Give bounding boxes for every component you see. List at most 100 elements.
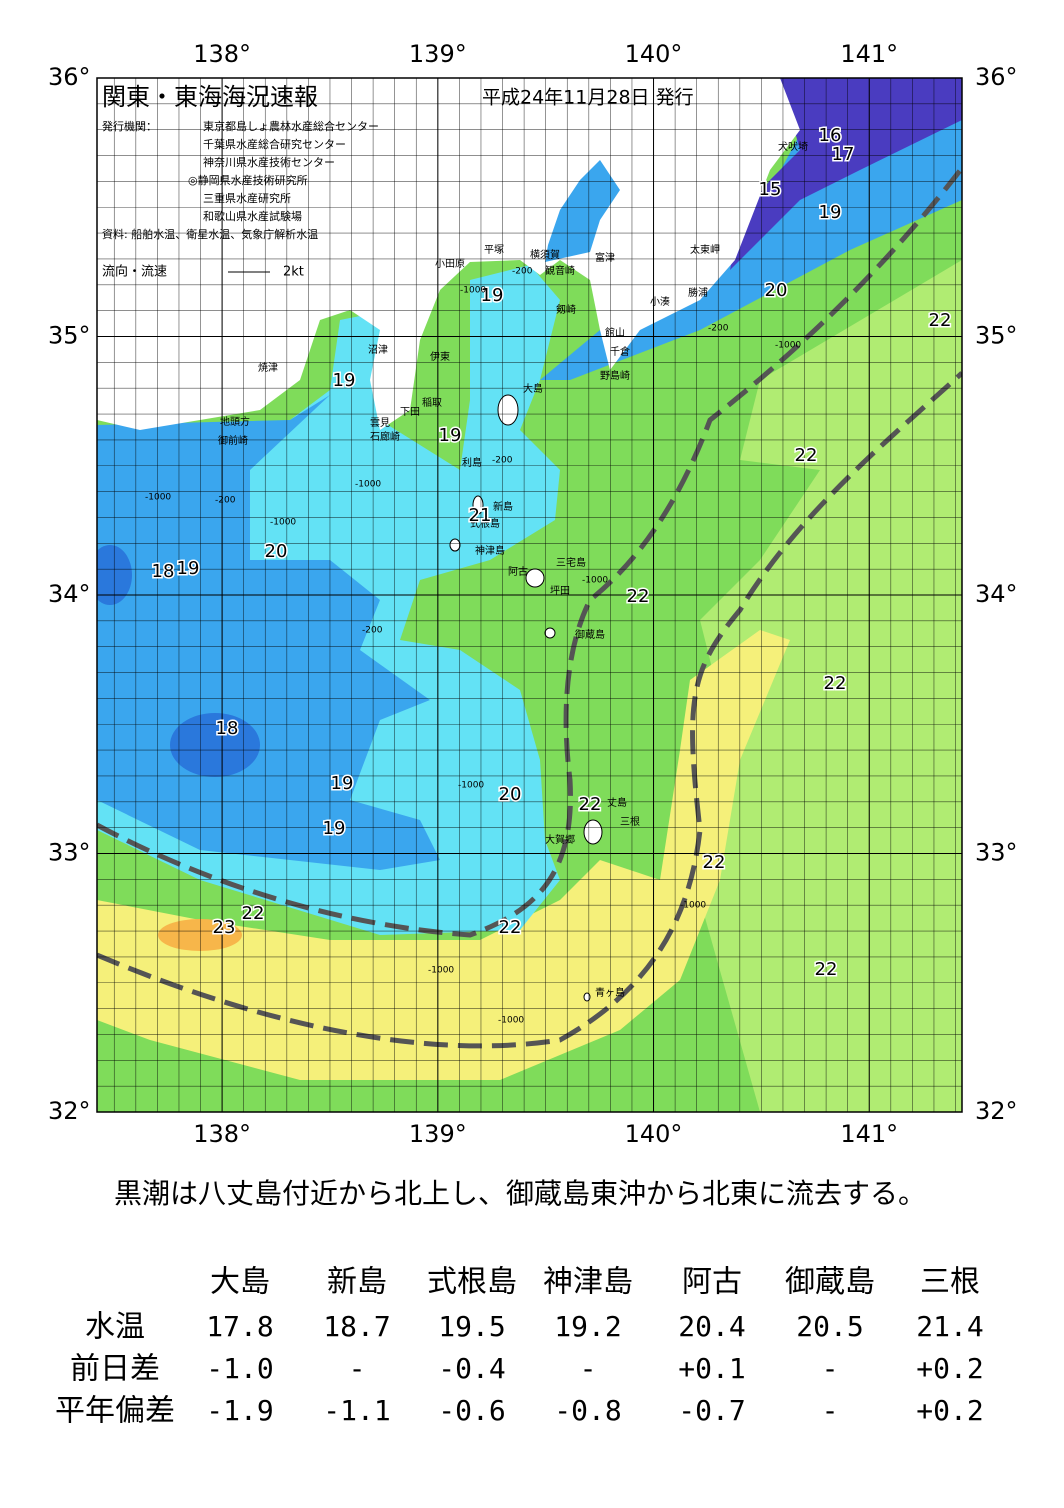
place-name: 焼津 xyxy=(258,362,278,374)
contour-label: 15 xyxy=(759,179,782,200)
contour-label: 22 xyxy=(795,445,818,466)
issuer: 千葉県水産総合研究センター xyxy=(203,137,346,151)
place-name: 御蔵島 xyxy=(575,628,605,641)
contour-label: 20 xyxy=(499,784,522,805)
depth-label: -200 xyxy=(215,496,236,506)
contour-label: 17 xyxy=(832,144,855,165)
place-name: 稲取 xyxy=(422,397,442,409)
contour-label: 19 xyxy=(439,425,462,446)
depth-label: -1000 xyxy=(458,781,484,791)
contour-label: 21 xyxy=(469,505,492,526)
depth-label: -200 xyxy=(512,267,533,277)
place-name: 観音崎 xyxy=(545,264,575,277)
table-cell: 17.8 xyxy=(206,1310,273,1343)
row-label: 水温 xyxy=(85,1310,145,1345)
sea-colors xyxy=(97,78,962,1112)
place-name: 三根 xyxy=(620,815,640,828)
contour-label: 22 xyxy=(627,586,650,607)
table-header: 神津島 xyxy=(543,1265,633,1300)
contour-label: 22 xyxy=(242,903,265,924)
table-cell: +0.2 xyxy=(916,1394,983,1427)
lon-tick-label: 139° xyxy=(409,40,467,68)
lon-tick-label: 140° xyxy=(625,1120,683,1148)
row-label: 平年偏差 xyxy=(55,1394,175,1429)
table-cell: -1.1 xyxy=(323,1394,390,1427)
lat-tick-label: 33° xyxy=(975,839,1018,867)
place-name: 阿古 xyxy=(508,565,528,578)
table-cell: - xyxy=(349,1352,366,1385)
lon-tick-label: 141° xyxy=(840,1120,898,1148)
contour-label: 18 xyxy=(216,718,239,739)
place-name: 石廊崎 xyxy=(370,430,400,443)
place-name: 大島 xyxy=(523,382,543,395)
depth-label: -200 xyxy=(708,324,729,334)
table-cell: -0.4 xyxy=(438,1352,505,1385)
contour-label: 23 xyxy=(213,917,236,938)
place-name: 地頭方 xyxy=(220,415,250,428)
lon-tick-label: 138° xyxy=(193,1120,251,1148)
place-name: 千倉 xyxy=(610,345,630,358)
depth-label: -1000 xyxy=(428,966,454,976)
contour-label: 19 xyxy=(333,370,356,391)
lat-tick-label: 35° xyxy=(48,322,91,350)
map-frame xyxy=(96,77,963,1113)
depth-label: -1000 xyxy=(270,518,296,528)
depth-label: -1000 xyxy=(775,341,801,351)
contour-label: 19 xyxy=(331,773,354,794)
depth-label: -1000 xyxy=(680,901,706,911)
contour-label: 22 xyxy=(499,917,522,938)
issuer-label: 発行機関： xyxy=(102,119,157,133)
table-cell: -0.8 xyxy=(554,1394,621,1427)
map-title: 関東・東海海況速報 xyxy=(102,83,318,111)
place-name: 剱崎 xyxy=(556,303,576,316)
lon-tick-label: 138° xyxy=(193,40,251,68)
table-header: 大島 xyxy=(210,1265,270,1300)
contour-label: 22 xyxy=(703,852,726,873)
lat-tick-label: 36° xyxy=(975,63,1018,91)
row-label: 前日差 xyxy=(70,1352,160,1387)
legend-scale: 2kt xyxy=(283,265,304,280)
place-name: 式根島 xyxy=(470,517,500,530)
depth-label: -200 xyxy=(492,456,513,466)
table-cell: -1.0 xyxy=(206,1352,273,1385)
contour-label: 22 xyxy=(815,959,838,980)
place-name: 勝浦 xyxy=(688,286,708,299)
issuer: 和歌山県水産試験場 xyxy=(203,209,302,223)
contour-label: 19 xyxy=(819,202,842,223)
lat-tick-label: 35° xyxy=(975,322,1018,350)
issuer: 東京都島しょ農林水産総合センター xyxy=(203,119,379,133)
table-cell: 19.2 xyxy=(554,1310,621,1343)
depth-label: -1000 xyxy=(582,576,608,586)
table-cell: +0.2 xyxy=(916,1352,983,1385)
place-name: 御前崎 xyxy=(218,434,248,447)
contour-label: 16 xyxy=(819,125,842,146)
contour-label: 22 xyxy=(929,310,952,331)
place-name: 富津 xyxy=(595,251,615,264)
table-cell: - xyxy=(580,1352,597,1385)
issuer: 神奈川県水産技術センター xyxy=(203,155,335,169)
contour-label: 22 xyxy=(579,794,602,815)
lon-tick-label: 141° xyxy=(840,40,898,68)
table-cell: 20.5 xyxy=(796,1310,863,1343)
contour-label: 20 xyxy=(265,541,288,562)
place-name: 神津島 xyxy=(475,544,505,557)
place-name: 横須賀 xyxy=(530,248,560,261)
depth-label: -200 xyxy=(362,626,383,636)
issue-date: 平成24年11月28日 発行 xyxy=(482,87,694,109)
contour-label: 18 xyxy=(152,561,175,582)
table-header: 式根島 xyxy=(427,1265,517,1300)
depth-label: -1000 xyxy=(498,1016,524,1026)
place-name: 利島 xyxy=(462,456,482,469)
place-name: 野島崎 xyxy=(600,369,630,382)
legend-label: 流向・流速 xyxy=(102,264,167,280)
place-name: 丈島 xyxy=(607,796,627,809)
table-header: 御蔵島 xyxy=(785,1265,875,1300)
depth-label: -1000 xyxy=(355,480,381,490)
table-cell: -0.7 xyxy=(678,1394,745,1427)
lon-tick-label: 140° xyxy=(625,40,683,68)
contour-label: 19 xyxy=(481,285,504,306)
place-name: 館山 xyxy=(605,326,625,339)
lat-tick-label: 33° xyxy=(48,839,91,867)
